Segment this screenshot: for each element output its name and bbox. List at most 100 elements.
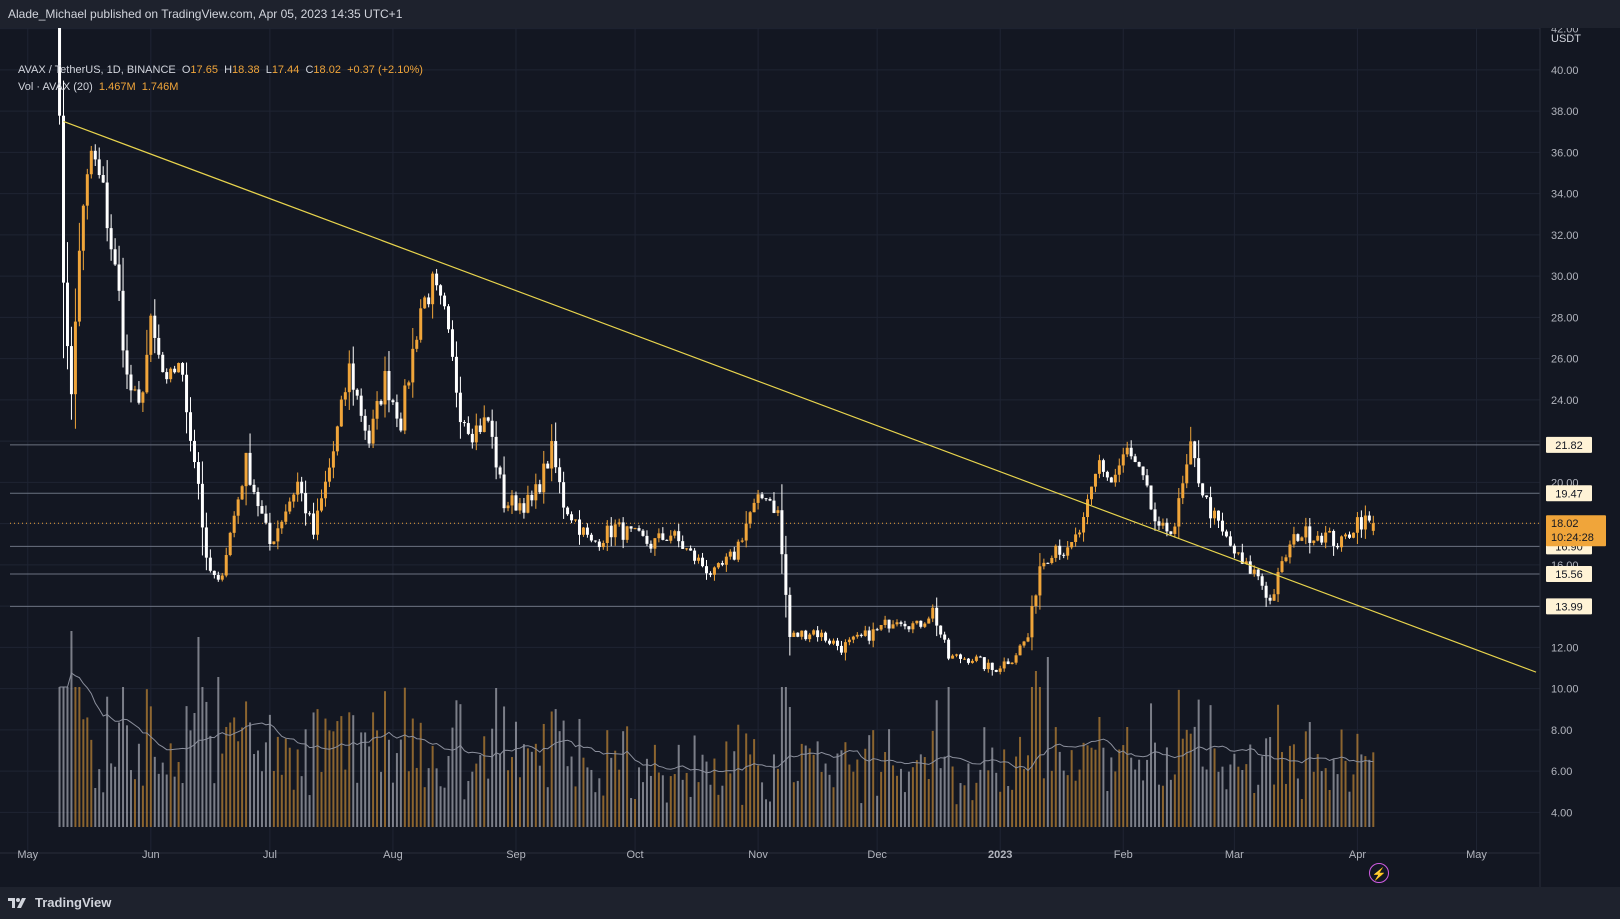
volume-bar bbox=[796, 780, 799, 827]
volume-bar bbox=[1197, 699, 1200, 827]
candle-body bbox=[1220, 520, 1224, 532]
volume-bar bbox=[733, 751, 736, 827]
candle-body bbox=[792, 632, 796, 637]
candle-body bbox=[1113, 474, 1117, 483]
volume-bar bbox=[217, 677, 220, 827]
volume-bar bbox=[233, 717, 236, 827]
candle-body bbox=[744, 523, 748, 541]
volume-bar bbox=[336, 721, 339, 827]
candle-body bbox=[419, 308, 423, 340]
descending-trendline[interactable] bbox=[63, 120, 1537, 673]
candle-body bbox=[300, 481, 304, 493]
candle-body bbox=[316, 510, 320, 535]
price-axis-unit: USDT bbox=[1551, 33, 1581, 45]
volume-bar bbox=[1066, 775, 1069, 827]
volume-bar bbox=[939, 768, 942, 827]
candle-body bbox=[887, 619, 891, 629]
chart-pane[interactable]: USDT4.006.008.0010.0012.0014.0016.0018.0… bbox=[0, 28, 1620, 887]
candle-body bbox=[248, 452, 252, 485]
candle-body bbox=[1109, 477, 1113, 483]
volume-bar bbox=[661, 775, 664, 827]
candle-body bbox=[502, 474, 506, 509]
candle-body bbox=[1240, 552, 1244, 564]
candle-body bbox=[867, 630, 871, 641]
candle-body bbox=[77, 250, 81, 322]
tradingview-brand[interactable]: TradingView bbox=[8, 895, 111, 910]
volume-bar bbox=[415, 767, 418, 827]
candle-body bbox=[1256, 569, 1260, 577]
price-axis-tick: 8.00 bbox=[1551, 725, 1572, 737]
volume-bar bbox=[316, 709, 319, 827]
candle-body bbox=[244, 452, 248, 487]
volume-bar bbox=[193, 713, 196, 827]
candle-body bbox=[808, 634, 812, 640]
volume-bar bbox=[225, 726, 228, 827]
volume-bar bbox=[221, 753, 224, 827]
volume-bar bbox=[495, 688, 498, 827]
volume-bar bbox=[1142, 780, 1145, 827]
volume-bar bbox=[296, 749, 299, 827]
candle-body bbox=[327, 467, 331, 482]
volume-bar bbox=[709, 784, 712, 827]
candle-body bbox=[554, 441, 558, 468]
candle-body bbox=[1232, 545, 1236, 554]
volume-bar bbox=[979, 769, 982, 827]
volume-bar bbox=[395, 753, 398, 827]
candle-body bbox=[907, 626, 911, 630]
price-axis-tick: 40.00 bbox=[1551, 65, 1579, 77]
volume-ma-line bbox=[59, 672, 1374, 774]
volume-bar bbox=[145, 689, 148, 827]
candle-body bbox=[970, 660, 974, 663]
footer-bar: TradingView bbox=[0, 887, 1620, 919]
volume-bar bbox=[693, 735, 696, 827]
price-chart[interactable]: USDT4.006.008.0010.0012.0014.0016.0018.0… bbox=[0, 28, 1620, 887]
brand-name: TradingView bbox=[35, 895, 112, 910]
candle-body bbox=[962, 658, 966, 660]
legend-volume-label[interactable]: Vol · AVAX (20) bbox=[18, 81, 93, 93]
time-axis-label: May bbox=[1466, 849, 1487, 861]
volume-bar bbox=[1030, 687, 1033, 827]
candle-body bbox=[169, 368, 173, 380]
price-axis-panel[interactable] bbox=[1540, 28, 1620, 887]
volume-bar bbox=[1213, 748, 1216, 827]
volume-bar bbox=[927, 779, 930, 827]
volume-bar bbox=[1126, 727, 1129, 827]
volume-bar bbox=[665, 802, 668, 827]
level-price-label: 21.82 bbox=[1555, 440, 1583, 452]
candle-body bbox=[1367, 515, 1371, 521]
candle-body bbox=[439, 285, 443, 296]
candle-body bbox=[1034, 595, 1038, 607]
candle-body bbox=[835, 640, 839, 646]
candle-body bbox=[65, 282, 69, 347]
volume-bar bbox=[399, 739, 402, 827]
volume-bar bbox=[1348, 791, 1351, 827]
candle-body bbox=[621, 522, 625, 540]
volume-bar bbox=[276, 736, 279, 827]
candle-body bbox=[982, 657, 986, 670]
volume-bar bbox=[1277, 704, 1280, 827]
volume-bar bbox=[618, 769, 621, 827]
volume-bar bbox=[757, 765, 760, 827]
volume-bar bbox=[280, 774, 283, 827]
candle-body bbox=[681, 541, 685, 549]
candle-body bbox=[701, 557, 705, 567]
candle-body bbox=[816, 630, 820, 638]
volume-bar bbox=[256, 750, 259, 827]
legend-high-label: H bbox=[224, 64, 233, 76]
volume-bar bbox=[110, 763, 113, 827]
candle-body bbox=[911, 623, 915, 630]
volume-bar bbox=[884, 752, 887, 827]
lightning-icon[interactable]: ⚡ bbox=[1369, 863, 1389, 883]
candle-body bbox=[859, 634, 863, 636]
volume-bar bbox=[638, 767, 641, 827]
candle-body bbox=[677, 531, 681, 542]
legend-symbol[interactable]: AVAX / TetherUS, 1D, BINANCE bbox=[18, 64, 176, 76]
volume-bar bbox=[749, 754, 752, 827]
candle-body bbox=[240, 486, 244, 500]
candle-body bbox=[879, 624, 883, 630]
volume-bar bbox=[272, 770, 275, 827]
candle-body bbox=[268, 522, 272, 544]
level-price-tag bbox=[1546, 485, 1592, 502]
legend-price-row: AVAX / TetherUS, 1D, BINANCE O17.65 H18.… bbox=[18, 62, 423, 79]
candle-body bbox=[518, 503, 522, 511]
